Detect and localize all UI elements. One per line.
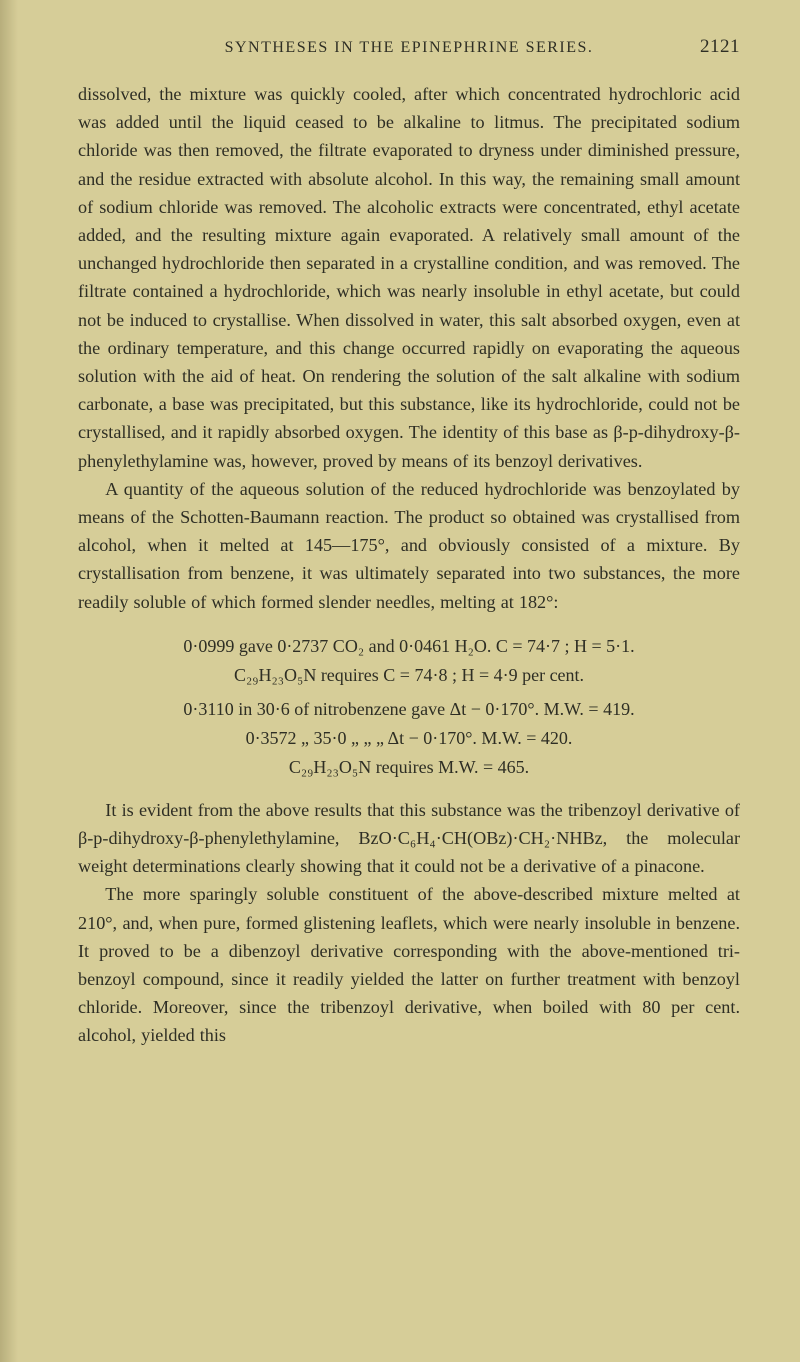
paragraph-4: The more sparingly soluble constituent o…	[78, 880, 740, 1049]
data-line-3: 0·3110 in 30·6 of nitrobenzene gave Δt −…	[78, 695, 740, 724]
data-line-1: 0·0999 gave 0·2737 CO₂ and 0·0461 H₂O. C…	[78, 632, 740, 661]
paragraph-1: dissolved, the mixture was quickly coole…	[78, 80, 740, 475]
data-line-4: 0·3572 „ 35·0 „ „ „ Δt − 0·170°. M.W. = …	[78, 724, 740, 753]
data-line-5: C₂₉H₂₃O₅N requires M.W. = 465.	[78, 753, 740, 782]
paragraph-3: It is evident from the above results tha…	[78, 796, 740, 881]
page-number: 2121	[680, 36, 740, 58]
data-line-2: C₂₉H₂₃O₅N requires C = 74·8 ; H = 4·9 pe…	[78, 661, 740, 690]
body-text: dissolved, the mixture was quickly coole…	[78, 80, 740, 1050]
running-head: SYNTHESES IN THE EPINEPHRINE SERIES.	[138, 39, 680, 57]
paragraph-2: A quantity of the aqueous solution of th…	[78, 475, 740, 616]
page-header: SYNTHESES IN THE EPINEPHRINE SERIES. 212…	[78, 36, 740, 58]
analysis-data-block: 0·0999 gave 0·2737 CO₂ and 0·0461 H₂O. C…	[78, 632, 740, 782]
